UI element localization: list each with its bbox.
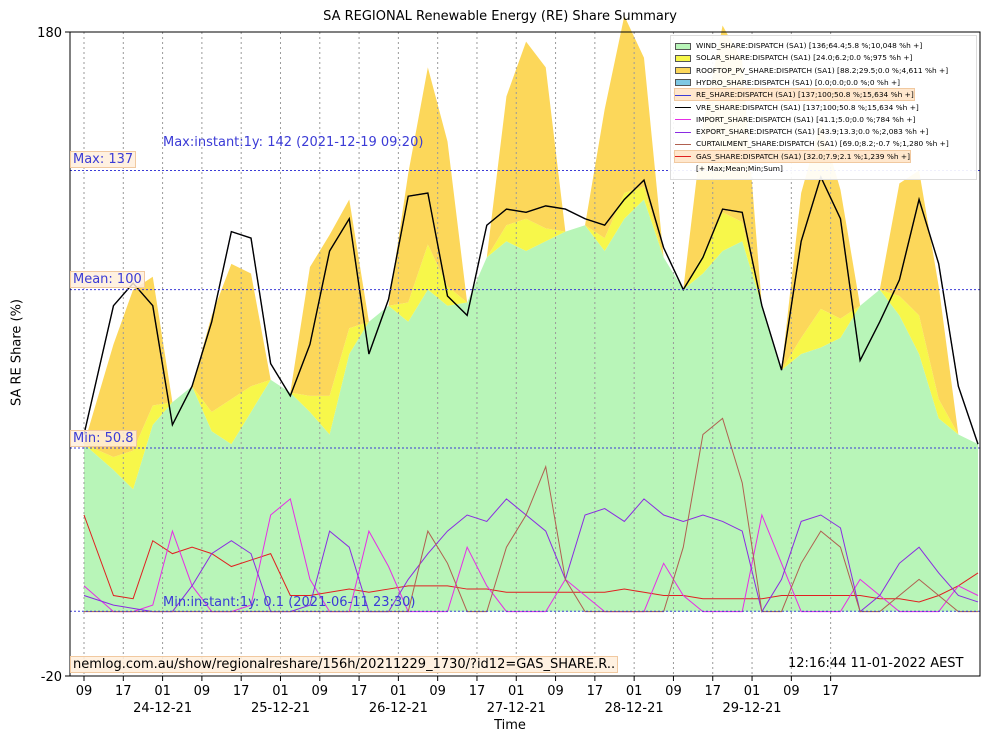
y-tick-label: -20 xyxy=(41,670,62,685)
legend-swatch xyxy=(675,94,691,96)
x-axis-label: Time xyxy=(494,718,526,733)
date-label: 29-12-21 xyxy=(723,701,782,716)
x-tick-label: 09 xyxy=(76,684,93,699)
legend-swatch xyxy=(675,156,691,158)
plot-frame xyxy=(69,31,981,677)
legend-entry: VRE_SHARE:DISPATCH (SA1) [137;100;50.8 %… xyxy=(675,102,919,113)
area-WIND_SHARE:DISPATCH (SA1) xyxy=(84,199,978,612)
x-tick-label: 09 xyxy=(312,684,329,699)
x-tick-label: 01 xyxy=(272,684,289,699)
legend-label: SOLAR_SHARE:DISPATCH (SA1) [24.0;6.2;0.0… xyxy=(696,53,913,63)
legend-label: RE_SHARE:DISPATCH (SA1) [137;100;50.8 %;… xyxy=(696,90,914,100)
legend-swatch xyxy=(675,131,691,133)
x-tick-label: 09 xyxy=(547,684,564,699)
ref-label-mean: Mean: 100 xyxy=(70,271,145,288)
legend-entry: [+ Max;Mean;Min;Sum] xyxy=(696,163,783,174)
y-axis-label: SA RE Share (%) xyxy=(9,298,25,407)
legend-entry: CURTAILMENT_SHARE:DISPATCH (SA1) [69.0;8… xyxy=(675,138,949,149)
x-tick-label: 01 xyxy=(626,684,643,699)
legend-entry: HYDRO_SHARE:DISPATCH (SA1) [0.0;0.0;0.0 … xyxy=(675,77,900,88)
legend-label: GAS_SHARE:DISPATCH (SA1) [32.0;7.9;2.1 %… xyxy=(696,151,910,161)
chart-title: SA REGIONAL Renewable Energy (RE) Share … xyxy=(323,9,677,24)
x-tick-label: 01 xyxy=(390,684,407,699)
x-tick-label: 01 xyxy=(508,684,525,699)
legend-entry: IMPORT_SHARE:DISPATCH (SA1) [41.1;5.0;0.… xyxy=(675,114,915,125)
date-label: 24-12-21 xyxy=(133,701,192,716)
chart-legend: WIND_SHARE:DISPATCH (SA1) [136;64.4;5.8 … xyxy=(670,35,977,180)
x-tick-label: 17 xyxy=(704,684,721,699)
ref-label-max: Max: 137 xyxy=(70,151,137,168)
x-tick-label: 01 xyxy=(154,684,171,699)
legend-label: IMPORT_SHARE:DISPATCH (SA1) [41.1;5.0;0.… xyxy=(696,114,916,124)
legend-swatch xyxy=(675,107,691,108)
source-url: nemlog.com.au/show/regionalreshare/156h/… xyxy=(70,656,619,673)
legend-entry: ROOFTOP_PV_SHARE:DISPATCH (SA1) [88.2;29… xyxy=(675,65,948,76)
x-tick-label: 09 xyxy=(665,684,682,699)
legend-swatch xyxy=(675,119,691,121)
ref-label-min: Min: 50.8 xyxy=(70,430,137,447)
date-label: 25-12-21 xyxy=(251,701,310,716)
legend-label: [+ Max;Mean;Min;Sum] xyxy=(696,164,783,173)
legend-label: HYDRO_SHARE:DISPATCH (SA1) [0.0;0.0;0.0 … xyxy=(696,77,901,87)
x-tick-label: 17 xyxy=(233,684,250,699)
legend-label: ROOFTOP_PV_SHARE:DISPATCH (SA1) [88.2;29… xyxy=(696,65,949,75)
x-tick-label: 09 xyxy=(429,684,446,699)
date-label: 28-12-21 xyxy=(605,701,664,716)
line-EXPORT_SHARE:DISPATCH (SA1) xyxy=(83,498,979,613)
legend-entry: RE_SHARE:DISPATCH (SA1) [137;100;50.8 %;… xyxy=(674,88,915,102)
legend-label: CURTAILMENT_SHARE:DISPATCH (SA1) [69.0;8… xyxy=(696,139,949,149)
legend-entry: GAS_SHARE:DISPATCH (SA1) [32.0;7.9;2.1 %… xyxy=(674,149,911,163)
legend-entry: EXPORT_SHARE:DISPATCH (SA1) [43.9;13.3;0… xyxy=(675,126,928,137)
legend-swatch xyxy=(675,143,691,145)
date-label: 26-12-21 xyxy=(369,701,428,716)
ref-label-max-instant: Max:instant:1y: 142 (2021-12-19 09:20) xyxy=(163,135,424,150)
legend-swatch xyxy=(675,54,691,62)
timestamp: 12:16:44 11-01-2022 AEST xyxy=(788,656,964,671)
x-tick-label: 09 xyxy=(783,684,800,699)
line-CURTAILMENT_SHARE:DISPATCH (SA1) xyxy=(84,417,978,613)
legend-swatch xyxy=(675,79,691,87)
legend-swatch xyxy=(675,67,691,75)
x-tick-label: 17 xyxy=(351,684,368,699)
legend-label: VRE_SHARE:DISPATCH (SA1) [137;100;50.8 %… xyxy=(696,102,919,112)
legend-swatch xyxy=(675,42,691,50)
x-tick-label: 17 xyxy=(115,684,132,699)
area-SOLAR_SHARE:DISPATCH (SA1) xyxy=(84,186,978,490)
date-label: 27-12-21 xyxy=(487,701,546,716)
ref-label-min-instant: Min:instant:1y: 0.1 (2021-06-11 23:30) xyxy=(163,595,416,610)
legend-label: WIND_SHARE:DISPATCH (SA1) [136;64.4;5.8 … xyxy=(696,41,923,50)
legend-entry: SOLAR_SHARE:DISPATCH (SA1) [24.0;6.2;0.0… xyxy=(675,52,912,63)
legend-label: EXPORT_SHARE:DISPATCH (SA1) [43.9;13.3;0… xyxy=(696,127,929,137)
area-ROOFTOP_PV_SHARE:DISPATCH (SA1) xyxy=(84,15,978,458)
x-tick-label: 01 xyxy=(744,684,761,699)
x-tick-label: 17 xyxy=(469,684,486,699)
line-VRE_SHARE:DISPATCH (SA1) xyxy=(83,174,979,445)
x-tick-label: 09 xyxy=(194,684,211,699)
legend-entry: WIND_SHARE:DISPATCH (SA1) [136;64.4;5.8 … xyxy=(675,40,922,51)
x-tick-label: 17 xyxy=(822,684,839,699)
line-GAS_SHARE:DISPATCH (SA1) xyxy=(83,514,979,603)
y-tick-label: 180 xyxy=(37,26,62,41)
x-tick-label: 17 xyxy=(587,684,604,699)
